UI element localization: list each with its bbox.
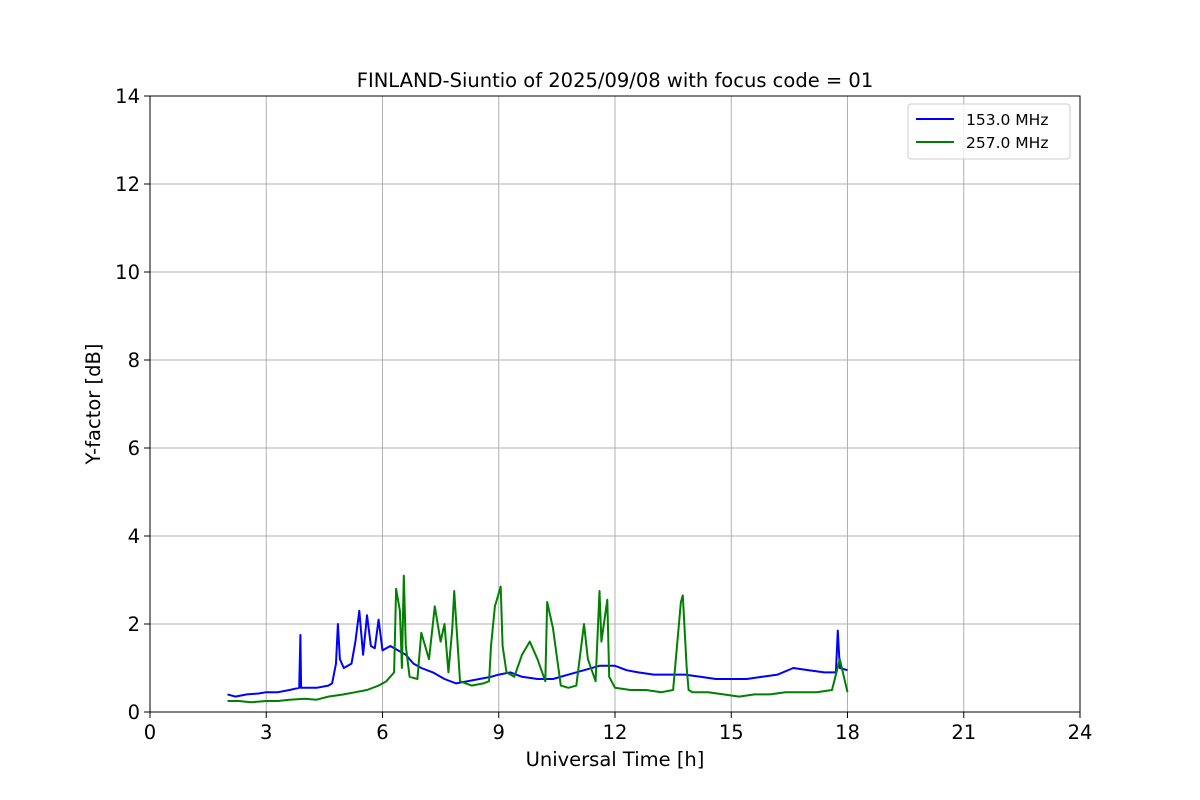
x-tick-label: 9: [493, 721, 505, 744]
chart-title: FINLAND-Siuntio of 2025/09/08 with focus…: [357, 69, 874, 92]
y-tick-label: 4: [128, 525, 140, 548]
x-axis-label: Universal Time [h]: [526, 748, 705, 771]
x-tick-label: 15: [719, 721, 744, 744]
y-tick-label: 14: [115, 85, 140, 108]
x-tick-label: 0: [144, 721, 156, 744]
y-tick-label: 2: [128, 613, 140, 636]
legend-entry-label: 153.0 MHz: [966, 111, 1048, 129]
y-tick-label: 6: [128, 437, 140, 460]
y-tick-label: 12: [115, 173, 140, 196]
x-tick-label: 21: [951, 721, 976, 744]
y-axis-label: Y-factor [dB]: [82, 344, 105, 466]
x-tick-label: 24: [1068, 721, 1093, 744]
y-tick-label: 10: [115, 261, 140, 284]
legend-entry-label: 257.0 MHz: [966, 134, 1048, 152]
series-lines: [227, 574, 849, 704]
legend-box: [907, 103, 1071, 160]
x-tick-label: 18: [835, 721, 860, 744]
series-line-1: [227, 609, 848, 698]
x-tick-label: 6: [376, 721, 388, 744]
y-tick-label: 8: [128, 349, 140, 372]
y-tick-label: 0: [128, 701, 140, 724]
legend: 153.0 MHz 257.0 MHz: [907, 103, 1071, 160]
x-tick-label: 12: [603, 721, 628, 744]
series-line-2: [227, 574, 849, 704]
x-tick-label: 3: [260, 721, 272, 744]
